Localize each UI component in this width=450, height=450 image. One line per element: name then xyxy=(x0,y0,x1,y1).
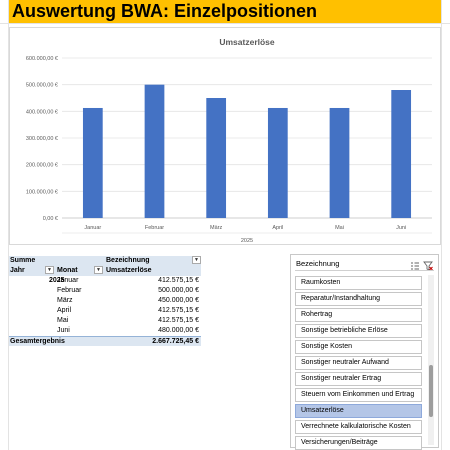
slicer-item[interactable]: Umsatzerlöse xyxy=(295,404,422,418)
slicer-scroll-thumb[interactable] xyxy=(429,365,433,417)
pivot-total-label: Gesamtergebnis xyxy=(10,338,65,345)
pivot-month-cell: Januar xyxy=(57,277,79,284)
pivot-value-cell: 450.000,00 € xyxy=(158,297,199,304)
bar-januar xyxy=(82,107,103,218)
slicer-item[interactable]: Raumkosten xyxy=(295,276,422,290)
clear-filter-icon[interactable] xyxy=(423,258,433,271)
y-tick-label: 300.000,00 € xyxy=(26,136,58,142)
pivot-month-cell: März xyxy=(57,297,73,304)
table-row: Mai 412.575,15 € xyxy=(9,316,201,326)
pivot-month-cell: April xyxy=(57,307,72,314)
pivot-header-row-1: Summe Bezeichnung ▼ xyxy=(9,256,201,266)
table-row: Februar 500.000,00 € xyxy=(9,286,201,296)
table-row: März 450.000,00 € xyxy=(9,296,201,306)
pivot-summe-label: Summe xyxy=(10,257,36,264)
jahr-filter-icon[interactable]: ▼ xyxy=(45,266,54,274)
pivot-month-cell: Mai xyxy=(57,317,69,324)
chart-title: Umsatzerlöse xyxy=(219,37,275,47)
slicer-header: Bezeichnung xyxy=(296,259,340,268)
x-tick-label: Januar xyxy=(84,225,101,231)
pivot-total-value: 2.667.725,45 € xyxy=(152,338,199,345)
sheet-title: Auswertung BWA: Einzelpositionen xyxy=(9,0,441,23)
pivot-monat-label: Monat xyxy=(57,267,78,274)
pivot-month-cell: Februar xyxy=(57,287,82,294)
slicer-item[interactable]: Reparatur/Instandhaltung xyxy=(295,292,422,306)
bezeichnung-slicer[interactable]: Bezeichnung Raumkosten Reparatur/Instandh… xyxy=(290,254,439,450)
table-row: Juni 480.000,00 € xyxy=(9,326,201,336)
slicer-item[interactable]: Rohertrag xyxy=(295,308,422,322)
x-tick-label: Juni xyxy=(396,225,406,231)
bar-mai xyxy=(329,107,350,218)
pivot-bezeichnung-label: Bezeichnung xyxy=(106,257,150,264)
sheet-gridline xyxy=(8,0,9,450)
pivot-value-cell: 480.000,00 € xyxy=(158,327,199,334)
pivot-value-cell: 412.575,15 € xyxy=(158,317,199,324)
pivot-value-cell: 412.575,15 € xyxy=(158,307,199,314)
slicer-item[interactable]: Sonstige Kosten xyxy=(295,340,422,354)
bezeichnung-filter-icon[interactable]: ▼ xyxy=(192,256,201,264)
y-tick-label: 200.000,00 € xyxy=(26,163,58,169)
bar-februar xyxy=(144,84,165,218)
slicer-item[interactable]: Versicherungen/Beiträge xyxy=(295,436,422,450)
bar-märz xyxy=(206,98,227,218)
pivot-header-row-2: Jahr ▼ Monat ▼ Umsatzerlöse xyxy=(9,266,201,276)
revenue-chart[interactable]: Umsatzerlöse 0,00 € 100.000,00 € 200.000,00… xyxy=(9,27,441,245)
pivot-value-label: Umsatzerlöse xyxy=(106,267,152,274)
sheet-gridline xyxy=(441,0,442,450)
y-tick-label: 100.000,00 € xyxy=(26,189,58,195)
slicer-item[interactable]: Steuern vom Einkommen und Ertrag xyxy=(295,388,422,402)
y-tick-label: 600.000,00 € xyxy=(26,56,58,62)
sheet-gridline xyxy=(0,23,450,24)
bar-april xyxy=(267,107,288,218)
slicer-item[interactable]: Verrechnete kalkulatorische Kosten xyxy=(295,420,422,434)
pivot-year-cell: 2025 xyxy=(49,277,65,284)
slicer-scrollbar[interactable] xyxy=(428,275,434,445)
monat-filter-icon[interactable]: ▼ xyxy=(94,266,103,274)
bar-juni xyxy=(391,90,412,218)
y-tick-label: 500.000,00 € xyxy=(26,83,58,89)
x-tick-label: April xyxy=(272,225,283,231)
slicer-item[interactable]: Sonstiger neutraler Aufwand xyxy=(295,356,422,370)
x-group-label: 2025 xyxy=(241,238,253,244)
slicer-item[interactable]: Sonstige betriebliche Erlöse xyxy=(295,324,422,338)
pivot-month-cell: Juni xyxy=(57,327,70,334)
pivot-value-cell: 500.000,00 € xyxy=(158,287,199,294)
slicer-item[interactable]: Sonstiger neutraler Ertrag xyxy=(295,372,422,386)
y-tick-label: 400.000,00 € xyxy=(26,109,58,115)
table-row: 2025 Januar 412.575,15 € xyxy=(9,276,201,286)
table-row: April 412.575,15 € xyxy=(9,306,201,316)
pivot-total-row: Gesamtergebnis 2.667.725,45 € xyxy=(9,336,201,346)
x-tick-label: Februar xyxy=(145,225,164,231)
multi-select-icon[interactable] xyxy=(410,258,420,270)
chart-canvas: Umsatzerlöse 0,00 € 100.000,00 € 200.000,00… xyxy=(26,37,432,244)
slicer-divider xyxy=(295,270,434,271)
pivot-jahr-label: Jahr xyxy=(10,267,25,274)
x-tick-label: März xyxy=(210,225,222,231)
pivot-value-cell: 412.575,15 € xyxy=(158,277,199,284)
y-tick-label: 0,00 € xyxy=(43,216,58,222)
x-tick-label: Mai xyxy=(335,225,344,231)
